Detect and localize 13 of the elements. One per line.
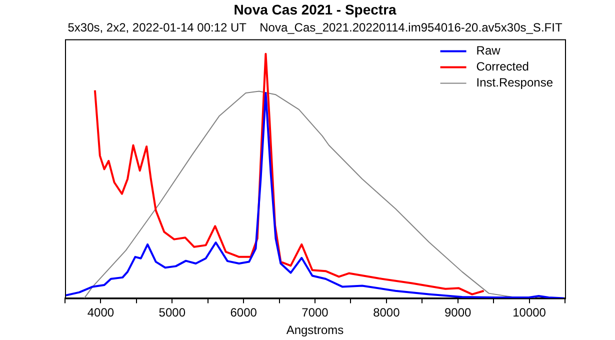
x-tick-label: 4000: [87, 306, 114, 320]
x-tick-label: 5000: [158, 306, 186, 320]
x-tick-label: 10000: [512, 306, 546, 320]
x-tick-label: 8000: [373, 306, 400, 320]
chart-title: Nova Cas 2021 - Spectra: [234, 1, 397, 18]
x-tick-label: 7000: [302, 306, 329, 320]
legend-label: Corrected: [476, 60, 529, 74]
legend-label: Inst.Response: [476, 76, 554, 90]
x-tick-label: 9000: [444, 306, 472, 320]
x-axis-title: Angstroms: [286, 323, 344, 338]
chart-subtitle: 5x30s, 2x2, 2022-01-14 00:12 UT Nova_Cas_2021.20220114.im954016-20.av5x30s_S.FIT: [68, 20, 563, 34]
x-tick-label: 6000: [230, 306, 258, 320]
legend-label: Raw: [476, 44, 501, 58]
